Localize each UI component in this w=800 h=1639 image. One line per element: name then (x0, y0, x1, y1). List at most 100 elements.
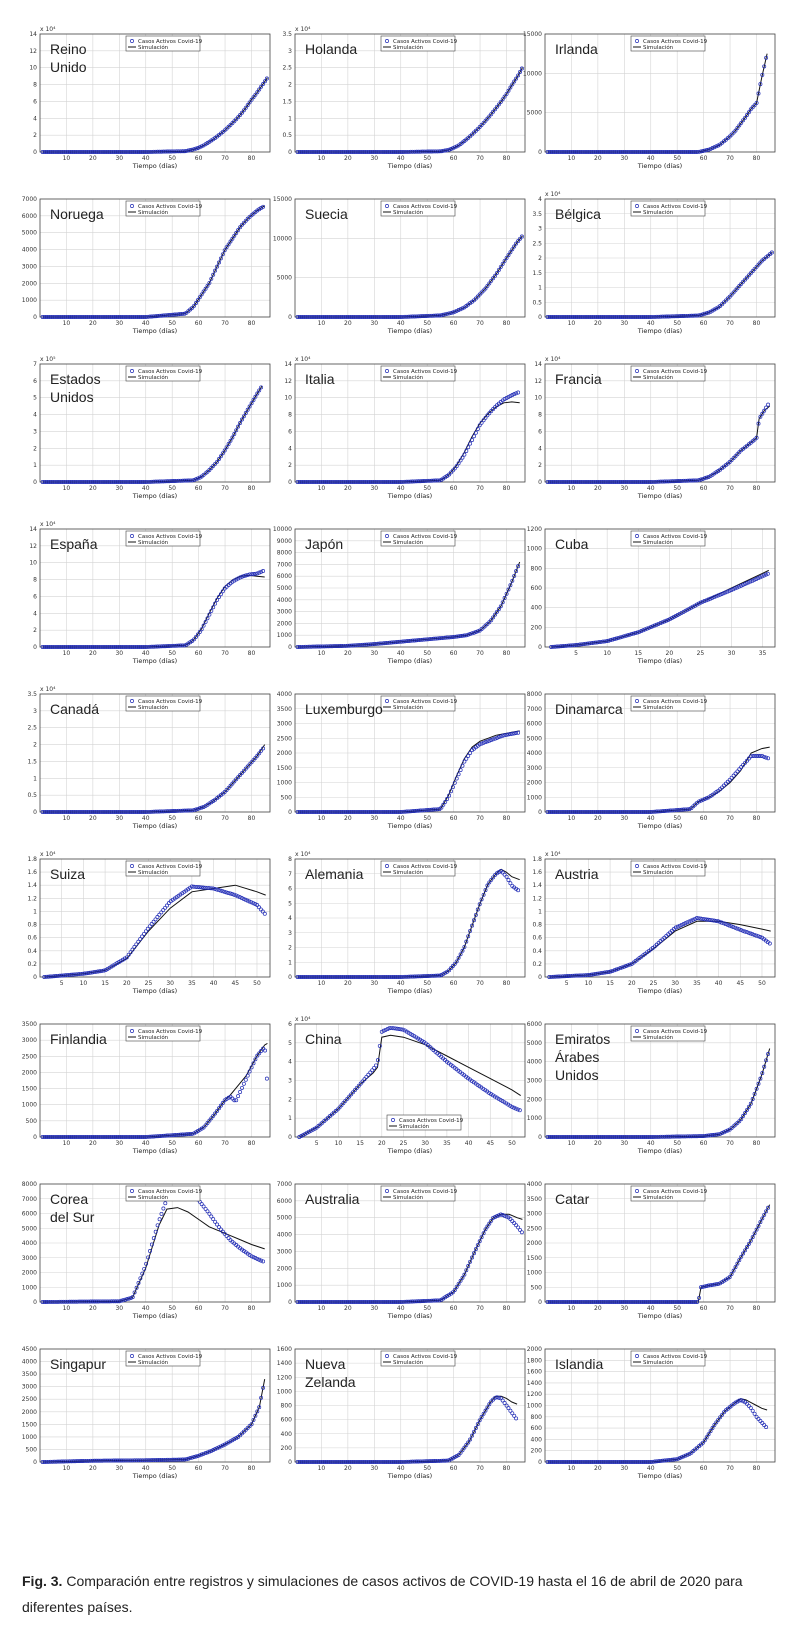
data-point (564, 150, 569, 154)
data-point (77, 1299, 82, 1304)
data-point (559, 810, 564, 814)
data-point (764, 55, 769, 60)
data-point (763, 572, 768, 577)
data-point (698, 916, 703, 921)
data-point (664, 150, 669, 154)
legend-box (125, 860, 201, 877)
data-point (165, 479, 170, 484)
data-point (136, 1458, 141, 1463)
data-point (578, 810, 583, 814)
data-point (190, 808, 195, 813)
x-tick-label: 30 (620, 1140, 628, 1147)
y-tick-label: 14 (534, 361, 542, 368)
plot-frame (544, 858, 776, 978)
data-point (136, 480, 141, 484)
data-point (582, 315, 587, 319)
data-point (153, 314, 158, 319)
data-point (679, 922, 684, 927)
data-point (764, 1425, 769, 1430)
data-point (159, 644, 164, 649)
data-point (157, 912, 162, 917)
data-point (142, 810, 147, 814)
data-point (63, 1135, 68, 1139)
y-tick-label: 0 (538, 314, 542, 321)
data-point (603, 315, 608, 319)
x-tick-label: 70 (476, 155, 484, 162)
data-point (314, 975, 319, 979)
data-point (481, 740, 486, 745)
data-point (744, 581, 749, 586)
data-point (305, 810, 310, 814)
data-point (555, 1135, 560, 1139)
data-point (603, 1135, 608, 1139)
legend-box (380, 860, 456, 877)
x-tick-label: 10 (568, 485, 576, 492)
data-point (174, 149, 179, 154)
data-point (295, 810, 300, 814)
data-point (115, 645, 120, 649)
legend-marker-data (391, 1118, 395, 1122)
legend-label-data: Casos Activos Covid-19 (393, 534, 458, 540)
data-point (134, 315, 139, 319)
data-point (456, 461, 461, 466)
data-point (75, 480, 80, 484)
data-point (607, 1300, 611, 1304)
data-point (651, 314, 656, 319)
data-point (142, 480, 147, 484)
data-point (570, 1460, 575, 1464)
data-point (364, 480, 369, 484)
data-point (756, 262, 761, 267)
data-point (654, 1134, 659, 1139)
data-point (700, 1134, 705, 1139)
data-point (729, 924, 734, 929)
data-point (387, 975, 392, 979)
data-point (687, 606, 692, 611)
data-point (299, 1300, 304, 1304)
data-point (67, 150, 72, 154)
data-point (589, 1300, 594, 1304)
data-point (601, 1135, 606, 1139)
data-point (595, 810, 600, 814)
data-point (576, 1460, 581, 1464)
data-point (90, 480, 95, 484)
data-point (261, 746, 266, 751)
x-axis-label: Tiempo (días) (637, 1472, 682, 1480)
data-point (88, 810, 93, 814)
data-point (424, 637, 429, 642)
data-point (126, 645, 131, 649)
data-point (360, 315, 365, 319)
data-point (641, 1135, 646, 1139)
x-tick-label: 10 (318, 1465, 326, 1472)
data-point (618, 1300, 623, 1304)
data-point (349, 975, 354, 979)
data-point (385, 480, 390, 484)
y-tick-label: 4000 (22, 1359, 37, 1366)
data-point (704, 796, 709, 801)
data-point (585, 1300, 590, 1304)
data-point (57, 645, 62, 649)
x-tick-label: 80 (248, 650, 256, 657)
series-line-simulacion (42, 574, 265, 648)
data-point (406, 639, 411, 643)
data-point (506, 1406, 511, 1411)
data-point (151, 149, 156, 154)
data-point (71, 1135, 76, 1139)
data-point (498, 264, 503, 269)
data-point (305, 644, 310, 649)
data-point (56, 150, 60, 154)
data-point (52, 480, 57, 484)
data-point (240, 110, 244, 115)
data-point (737, 1258, 742, 1263)
data-point (502, 733, 507, 738)
data-point (704, 917, 709, 922)
data-point (395, 315, 400, 319)
data-point (347, 810, 352, 814)
data-point (608, 150, 613, 154)
legend-box (125, 1025, 201, 1042)
data-point (230, 236, 235, 241)
data-point (391, 1300, 396, 1304)
data-point (568, 1135, 573, 1139)
data-point (309, 150, 314, 154)
data-point (504, 396, 509, 400)
data-point (314, 1460, 319, 1464)
